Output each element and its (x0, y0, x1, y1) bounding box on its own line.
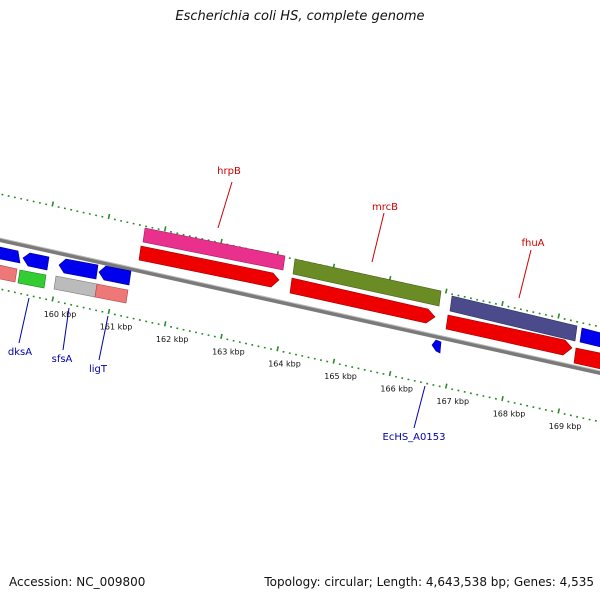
tick-label-167: 167 kbp (436, 397, 469, 406)
feature-next-class[interactable] (579, 327, 600, 348)
feature-mrcB-class[interactable] (292, 258, 442, 307)
outer-gc-mark (501, 300, 504, 307)
cds-ligT-reverse[interactable] (98, 265, 132, 286)
cds-forward-track (138, 245, 600, 370)
inner-gc-mark (332, 358, 336, 364)
outer-gc-mark (444, 288, 448, 294)
tick-label-165: 165 kbp (324, 372, 357, 381)
tick-label-160: 160 kbp (44, 310, 77, 319)
outer-gc-mark (107, 213, 111, 220)
inner-gc-mark (388, 371, 392, 377)
gene-label-EcHS_A0153[interactable]: EcHS_A0153 (383, 432, 446, 443)
cds-mrcB-arrow[interactable] (289, 277, 436, 324)
tick-label-166: 166 kbp (380, 385, 413, 394)
feature-dksA-class[interactable] (17, 269, 47, 289)
tick-label-162: 162 kbp (156, 335, 189, 344)
inner-gc-mark (276, 346, 279, 352)
accession-text: Accession: NC_009800 (9, 575, 146, 589)
inner-gc-mark (220, 333, 223, 339)
inner-gc-mark (557, 408, 561, 414)
feature-fhuA-class[interactable] (449, 295, 578, 342)
cds-left-edge-reverse[interactable] (0, 246, 21, 264)
gene-label-dksA[interactable]: dksA (8, 347, 32, 358)
outer-gc-mark (51, 201, 55, 207)
map-title: Escherichia coli HS, complete genome (175, 9, 425, 24)
inner-gc-mark (163, 321, 167, 327)
label-leaders (18, 181, 532, 429)
cds-reverse-track (0, 246, 442, 354)
inner-gc-mark (107, 308, 111, 315)
inner-gc-mark (444, 383, 448, 389)
gene-label-hrpB[interactable]: hrpB (217, 166, 241, 177)
inner-gc-mark (501, 395, 504, 402)
outer-gc-mark (557, 313, 561, 319)
feature-hrpB-class[interactable] (142, 227, 286, 271)
gene-label-mrcB[interactable]: mrcB (372, 202, 398, 213)
feature-sfsA-class[interactable] (53, 275, 98, 298)
cds-hrpB-arrow[interactable] (138, 245, 280, 288)
cds-fhuA-arrow[interactable] (445, 314, 573, 356)
cds-next-arrow[interactable] (573, 347, 600, 370)
genome-backbone (0, 238, 600, 375)
inner-gc-track (1, 288, 597, 422)
tick-label-169: 169 kbp (549, 422, 582, 431)
gene-labels: hrpB mrcB fhuA dksA sfsA ligT EcHS_A0153 (8, 166, 545, 443)
outer-gc-mark (163, 226, 167, 232)
feature-ligT-class[interactable] (94, 283, 129, 304)
gene-label-ligT[interactable]: ligT (89, 364, 108, 375)
tick-label-161: 161 kbp (100, 322, 133, 331)
genome-summary-text: Topology: circular; Length: 4,643,538 bp… (264, 575, 594, 589)
genome-backbone-highlight (0, 237, 600, 372)
feature-class-track (142, 227, 600, 348)
cds-sfsA-reverse[interactable] (58, 258, 99, 280)
gene-label-fhuA[interactable]: fhuA (521, 238, 544, 249)
tick-label-168: 168 kbp (493, 409, 526, 418)
cds-EcHS_A0153-reverse[interactable] (431, 339, 442, 354)
inner-gc-mark (51, 296, 55, 302)
cds-dksA-reverse[interactable] (22, 252, 50, 271)
tick-label-164: 164 kbp (268, 360, 301, 369)
feature-class-lower-track (0, 264, 129, 304)
kbp-tick-labels: 160 kbp 161 kbp 162 kbp 163 kbp 164 kbp 165 k… (44, 310, 582, 431)
gene-label-sfsA[interactable]: sfsA (52, 354, 73, 365)
feature-left-edge-class[interactable] (0, 264, 18, 283)
tick-label-163: 163 kbp (212, 347, 245, 356)
